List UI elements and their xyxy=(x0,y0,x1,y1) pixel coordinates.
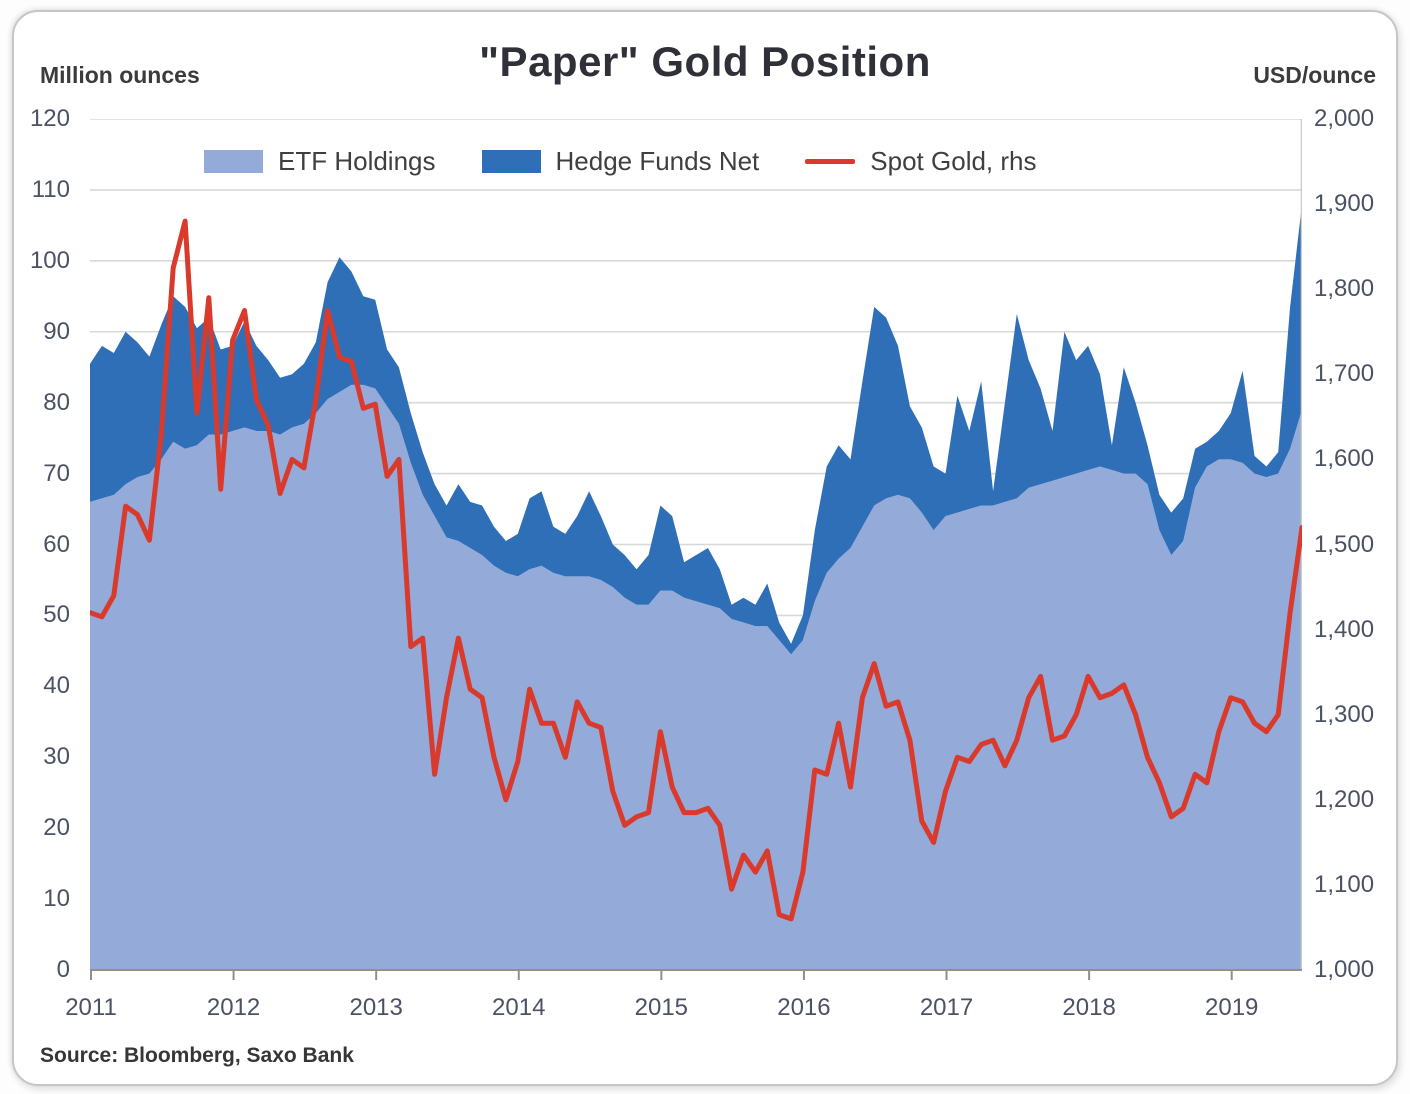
hedge-funds-area-swatch-icon xyxy=(481,149,541,173)
x-axis-tick-label: 2012 xyxy=(206,994,261,1021)
y-left-tick-label: 50 xyxy=(43,601,70,629)
y-right-tick-label: 1,200 xyxy=(1314,785,1375,813)
y-right-tick-label: 1,400 xyxy=(1314,615,1375,643)
y-left-tick-label: 0 xyxy=(56,956,70,983)
left-axis-unit-label: Million ounces xyxy=(40,62,200,88)
y-left-tick-label: 90 xyxy=(43,317,70,345)
y-left-tick-label: 60 xyxy=(43,530,70,558)
x-axis-tick-labels: 2011 2012 2013 2014 2015 2016 2017 2018 2019 xyxy=(65,994,1302,1024)
etf-holdings-area xyxy=(90,384,1302,970)
legend-item-hedge-funds-net: Hedge Funds Net xyxy=(481,145,760,177)
x-axis-tick-label: 2011 xyxy=(65,994,117,1021)
y-left-tick-label: 70 xyxy=(43,459,70,487)
x-axis-tick-label: 2014 xyxy=(492,994,546,1021)
x-axis-tick-label: 2017 xyxy=(919,994,974,1021)
y-left-tick-label: 80 xyxy=(43,388,70,416)
legend-label: Spot Gold, rhs xyxy=(870,145,1037,176)
legend-item-etf-holdings: ETF Holdings xyxy=(204,146,436,177)
left-axis-tick-labels: 0 10 20 30 40 50 60 70 80 90 100 110 120 xyxy=(14,105,70,983)
y-left-tick-label: 20 xyxy=(43,814,70,842)
y-left-tick-label: 110 xyxy=(31,175,70,203)
chart-title: "Paper" Gold Position xyxy=(479,38,931,85)
right-axis-unit-label: USD/ounce xyxy=(1253,62,1376,88)
chart-card: "Paper" Gold Position Million ounces USD… xyxy=(12,10,1398,1086)
legend-label: Hedge Funds Net xyxy=(555,145,760,176)
y-right-tick-label: 1,600 xyxy=(1314,445,1375,473)
spot-gold-line xyxy=(87,218,1305,922)
hedge-funds-net-area xyxy=(90,204,1302,655)
y-right-tick-label: 2,000 xyxy=(1314,105,1375,132)
right-axis-tick-labels: 1,000 1,100 1,200 1,300 1,400 1,500 1,600 1,700… xyxy=(1314,105,1394,983)
y-left-tick-label: 100 xyxy=(29,246,70,274)
spot-gold-line-swatch-icon xyxy=(805,158,856,164)
y-right-tick-label: 1,000 xyxy=(1314,956,1375,983)
y-left-tick-label: 40 xyxy=(43,672,70,700)
x-axis-tick-label: 2013 xyxy=(349,994,403,1021)
y-left-tick-label: 120 xyxy=(29,105,70,132)
y-right-tick-label: 1,800 xyxy=(1314,275,1375,303)
x-axis-tick-label: 2015 xyxy=(634,994,689,1021)
y-left-tick-label: 10 xyxy=(43,885,70,913)
y-right-tick-label: 1,700 xyxy=(1314,360,1375,388)
legend-item-spot-gold: Spot Gold, rhs xyxy=(805,145,1037,177)
y-right-tick-label: 1,100 xyxy=(1314,870,1375,898)
source-attribution: Source: Bloomberg, Saxo Bank xyxy=(40,1044,354,1067)
x-axis-tick-label: 2018 xyxy=(1062,994,1116,1021)
y-right-tick-label: 1,500 xyxy=(1314,530,1375,558)
etf-area-swatch-icon xyxy=(204,149,263,173)
x-axis-tick-label: 2019 xyxy=(1205,994,1259,1021)
chart-svg xyxy=(87,118,1305,980)
y-right-tick-label: 1,900 xyxy=(1314,190,1375,218)
y-right-tick-label: 1,300 xyxy=(1314,700,1375,728)
legend-label: ETF Holdings xyxy=(278,145,436,176)
chart-legend: ETF Holdings Hedge Funds Net Spot Gold, … xyxy=(204,145,1037,177)
plot-area xyxy=(87,118,1305,987)
y-left-tick-label: 30 xyxy=(43,743,70,771)
x-axis-tick-label: 2016 xyxy=(777,994,831,1021)
